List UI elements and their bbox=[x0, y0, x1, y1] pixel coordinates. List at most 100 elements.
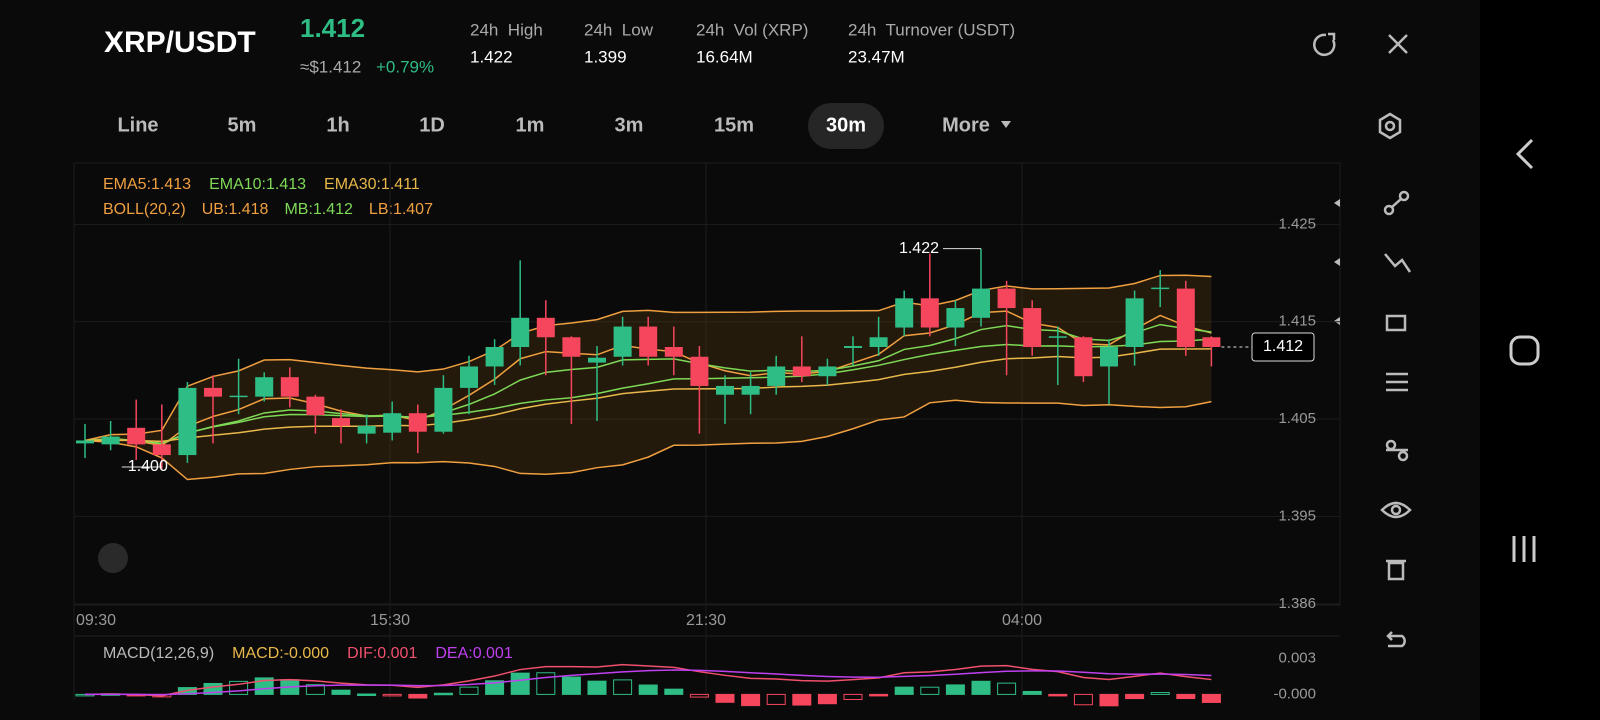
tool-eye[interactable] bbox=[1380, 501, 1412, 519]
macd-bar bbox=[664, 688, 684, 695]
macd-bar bbox=[254, 677, 274, 695]
nav-recent[interactable] bbox=[1512, 536, 1536, 562]
stat-value: 23.47M bbox=[848, 47, 905, 66]
last-price-label: 1.412 bbox=[1263, 338, 1303, 355]
macd-legend: MACD(12,26,9) bbox=[103, 645, 214, 662]
candle-body bbox=[383, 413, 402, 433]
macd-bar bbox=[485, 680, 505, 695]
tool-arrows bbox=[1334, 199, 1340, 325]
candle-body bbox=[408, 413, 427, 432]
boll-legend: MB:1.412 bbox=[284, 201, 353, 218]
macd-legend: DIF:0.001 bbox=[347, 645, 417, 662]
macd-bar bbox=[894, 686, 914, 695]
x-tick-label: 15:30 bbox=[370, 612, 410, 629]
macd-bar bbox=[1125, 693, 1145, 700]
macd-bar bbox=[587, 680, 607, 695]
candle-body bbox=[1176, 288, 1195, 348]
tool-line[interactable] bbox=[1383, 190, 1410, 216]
tab[interactable]: 1h bbox=[326, 114, 349, 136]
close-icon[interactable] bbox=[1388, 34, 1408, 54]
refresh-icon[interactable] bbox=[1313, 32, 1336, 57]
macd-bar bbox=[408, 693, 428, 699]
boll-ub bbox=[84, 274, 1212, 442]
tab[interactable]: 15m bbox=[714, 114, 754, 136]
panel bbox=[0, 0, 1480, 720]
boll-legend: BOLL(20,2) bbox=[103, 201, 186, 218]
y-tick-label: 1.415 bbox=[1278, 313, 1316, 330]
tab[interactable]: 5m bbox=[228, 114, 257, 136]
macd-bar bbox=[229, 680, 249, 695]
x-tick-label: 21:30 bbox=[686, 612, 726, 629]
macd-bar bbox=[945, 684, 965, 695]
candle-body bbox=[280, 377, 299, 397]
logo-button[interactable] bbox=[98, 543, 128, 573]
stat-label: 24h High bbox=[470, 20, 543, 39]
macd-bar bbox=[971, 680, 991, 695]
candle-body bbox=[613, 326, 632, 357]
y-tick-label: 1.425 bbox=[1278, 215, 1316, 232]
candle-body bbox=[204, 387, 222, 397]
candle-body bbox=[255, 377, 274, 397]
macd-bar bbox=[715, 693, 735, 703]
candle-body bbox=[127, 427, 146, 445]
macd-bar bbox=[1048, 693, 1068, 697]
candle-body bbox=[76, 440, 94, 444]
tab[interactable]: 30m bbox=[826, 114, 866, 136]
stat-value: 1.422 bbox=[470, 47, 513, 66]
boll-legend: UB:1.418 bbox=[202, 201, 269, 218]
dif-line bbox=[84, 663, 1212, 697]
macd-bar bbox=[997, 682, 1017, 695]
candle-body bbox=[997, 288, 1016, 309]
ema-line bbox=[84, 348, 1212, 443]
nav-back[interactable] bbox=[1515, 138, 1534, 170]
tool-shape[interactable] bbox=[1385, 314, 1407, 332]
stat-label: 24h Turnover (USDT) bbox=[848, 20, 1015, 39]
candle-body bbox=[562, 337, 581, 357]
y-tick-label: 1.395 bbox=[1278, 507, 1316, 524]
macd-bar bbox=[843, 693, 863, 700]
macd-bar bbox=[817, 693, 837, 705]
macd-tick-label: 0.003 bbox=[1278, 649, 1316, 666]
nav-home[interactable] bbox=[1509, 335, 1540, 366]
macd-legend: MACD:-0.000 bbox=[232, 645, 329, 662]
tab[interactable]: More bbox=[942, 114, 990, 136]
candle-body bbox=[716, 385, 734, 395]
macd-bar bbox=[792, 693, 812, 706]
tab-active-bg bbox=[808, 103, 884, 149]
macd-bar bbox=[357, 693, 377, 696]
y-tick-label: 1.405 bbox=[1278, 410, 1316, 427]
candle-body bbox=[101, 436, 120, 445]
tab[interactable]: 1D bbox=[419, 114, 445, 136]
boll-lb bbox=[84, 399, 1212, 481]
candle-body bbox=[767, 366, 786, 386]
tool-link[interactable] bbox=[1385, 439, 1409, 462]
tab[interactable]: 3m bbox=[615, 114, 644, 136]
candle-body bbox=[1202, 337, 1221, 348]
low-label: 1.400 bbox=[128, 458, 168, 475]
tool-undo[interactable] bbox=[1386, 631, 1406, 648]
tool-trend[interactable] bbox=[1384, 253, 1412, 273]
tool-delete[interactable] bbox=[1386, 559, 1406, 581]
macd-bar bbox=[1150, 692, 1170, 695]
candle-body bbox=[792, 366, 811, 377]
candle-body bbox=[664, 347, 683, 357]
macd-bar bbox=[433, 692, 453, 696]
macd-bar bbox=[689, 693, 709, 698]
candle-body bbox=[152, 444, 171, 456]
tool-settings[interactable] bbox=[1386, 372, 1408, 392]
macd-bar bbox=[536, 672, 556, 695]
dea-line bbox=[84, 669, 1212, 696]
macd-bar bbox=[561, 676, 581, 695]
candle-body bbox=[1100, 347, 1118, 367]
candle-body bbox=[741, 385, 760, 395]
candle-body bbox=[485, 347, 504, 367]
settings-icon[interactable] bbox=[1378, 112, 1402, 140]
macd-tick-label: -0.000 bbox=[1273, 685, 1316, 702]
boll-legend: LB:1.407 bbox=[369, 201, 433, 218]
tab[interactable]: 1m bbox=[516, 114, 545, 136]
candle-body bbox=[229, 395, 248, 398]
macd-bar bbox=[1176, 693, 1196, 700]
tab[interactable]: Line bbox=[117, 114, 158, 136]
candle-body bbox=[844, 346, 862, 348]
